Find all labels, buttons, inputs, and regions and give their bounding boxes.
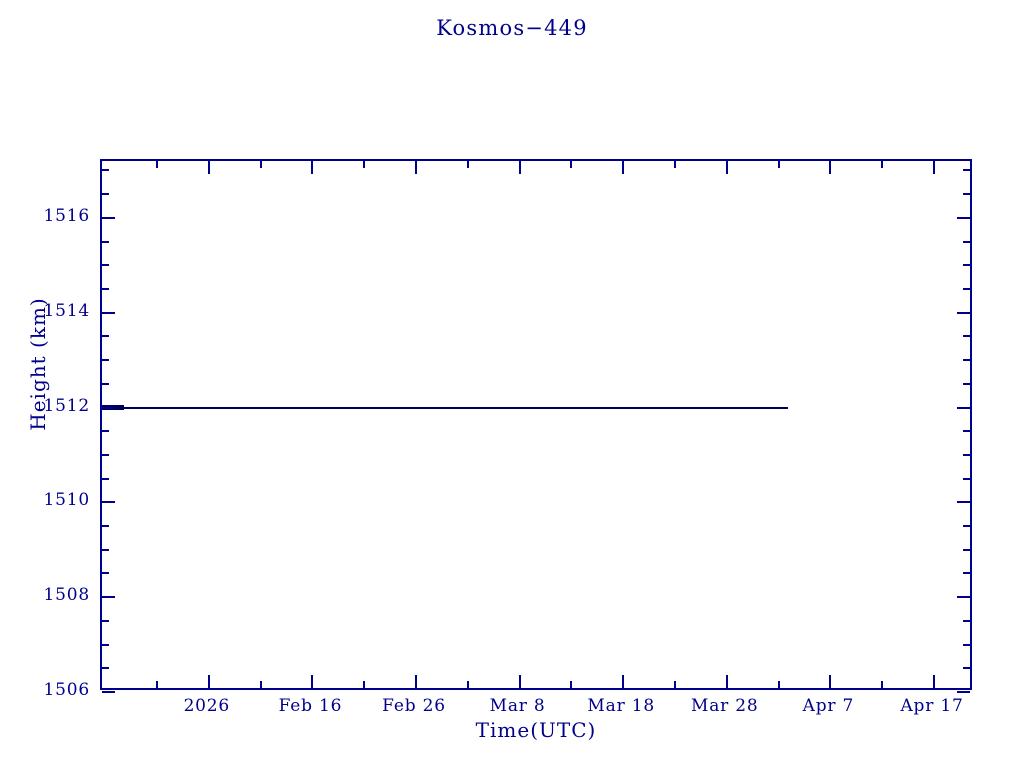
x-axis-tick-top — [829, 161, 832, 174]
y-axis-tick — [102, 525, 109, 528]
x-axis-tick — [829, 675, 832, 688]
x-axis-tick — [622, 675, 625, 688]
y-axis-tick-right — [963, 169, 970, 172]
y-axis-tick — [102, 477, 109, 480]
y-axis-tick-right — [957, 311, 970, 314]
x-axis-tick — [363, 681, 366, 688]
y-axis-tick-right — [957, 406, 970, 409]
y-axis-tick-right — [963, 643, 970, 646]
y-axis-tick — [102, 430, 109, 433]
x-axis-tick — [156, 681, 158, 688]
y-axis-tick — [102, 572, 109, 575]
data-series-line — [102, 406, 788, 409]
x-axis-tick — [466, 681, 469, 688]
x-axis-tick-label: Mar 18 — [587, 696, 655, 716]
x-axis-tick-top — [259, 161, 262, 168]
x-axis-tick — [933, 675, 935, 688]
x-axis-tick-label: Mar 28 — [691, 696, 759, 716]
x-axis-tick — [881, 681, 884, 688]
x-axis-tick-top — [933, 161, 935, 174]
x-axis-tick-label: Apr 17 — [900, 696, 964, 716]
y-axis-tick — [102, 596, 115, 599]
y-axis-tick-right — [963, 335, 970, 338]
y-axis-tick-right — [957, 501, 970, 504]
y-axis-tick — [102, 288, 109, 290]
x-axis-tick-top — [518, 161, 521, 174]
y-axis-tick — [102, 335, 109, 338]
y-axis-tick-right — [963, 667, 970, 670]
x-axis-tick-top — [156, 161, 158, 168]
y-axis-tick-right — [963, 525, 970, 528]
x-axis-tick — [777, 681, 780, 688]
x-axis-tick-top — [881, 161, 884, 168]
x-axis-tick-label: 2026 — [183, 696, 231, 716]
y-axis-tick-right — [963, 430, 970, 433]
x-axis-tick — [674, 681, 676, 688]
y-axis-tick-right — [963, 288, 970, 290]
x-axis-tick — [518, 675, 521, 688]
x-axis-tick-top — [466, 161, 469, 168]
x-axis-tick-top — [622, 161, 625, 174]
x-axis-tick — [570, 681, 573, 688]
y-axis-tick-right — [963, 240, 970, 243]
y-axis-tick-right — [963, 477, 970, 480]
x-axis-tick-label: Apr 7 — [802, 696, 855, 716]
x-axis-tick — [259, 681, 262, 688]
y-axis-title: Height (km) — [26, 297, 50, 431]
plot-frame — [100, 159, 972, 693]
y-axis-tick-right — [963, 453, 970, 456]
y-axis-tick-label: 1510 — [43, 490, 90, 511]
x-axis-title: Time(UTC) — [475, 718, 597, 742]
chart-title: Kosmos−449 — [436, 16, 588, 40]
x-axis-tick-top — [415, 161, 417, 174]
x-axis-tick — [415, 675, 417, 688]
y-axis-tick — [102, 406, 115, 409]
y-axis-tick-right — [963, 548, 970, 551]
y-axis-tick-right — [957, 216, 970, 219]
y-axis-tick — [102, 643, 109, 646]
x-axis-tick-label: Mar 8 — [489, 696, 546, 716]
y-axis-tick — [102, 169, 109, 172]
x-axis-tick-top — [674, 161, 676, 168]
y-axis-tick — [102, 359, 109, 362]
y-axis-tick — [102, 453, 109, 456]
y-axis-tick-right — [963, 264, 970, 267]
x-axis-tick-top — [725, 161, 728, 174]
y-axis-tick — [102, 240, 109, 243]
y-axis-tick — [102, 193, 109, 196]
y-axis-tick — [102, 216, 115, 219]
y-axis-tick — [102, 501, 115, 504]
y-axis-tick-right — [957, 691, 970, 693]
y-axis-tick-label: 1516 — [43, 205, 90, 226]
y-axis-tick-right — [963, 382, 970, 385]
y-axis-tick-right — [963, 572, 970, 575]
y-axis-tick-label: 1514 — [43, 300, 90, 321]
y-axis-tick — [102, 548, 109, 551]
y-axis-tick — [102, 311, 115, 314]
y-axis-tick-label: 1512 — [43, 395, 90, 416]
x-axis-tick-top — [363, 161, 366, 168]
y-axis-tick — [102, 264, 109, 267]
y-axis-tick-right — [963, 619, 970, 622]
y-axis-tick — [102, 382, 109, 385]
y-axis-tick-right — [963, 359, 970, 362]
x-axis-tick — [207, 675, 210, 688]
y-axis-tick — [102, 619, 109, 622]
y-axis-tick — [102, 691, 115, 693]
y-axis-tick-label: 1506 — [43, 680, 90, 700]
y-axis-tick-label: 1508 — [43, 585, 90, 606]
x-axis-tick — [311, 675, 314, 688]
x-axis-tick-label: Feb 26 — [382, 696, 446, 716]
y-axis-tick-right — [963, 193, 970, 196]
x-axis-tick-top — [207, 161, 210, 174]
x-axis-tick-top — [570, 161, 573, 168]
x-axis-tick — [725, 675, 728, 688]
x-axis-tick-top — [777, 161, 780, 168]
x-axis-tick-label: Feb 16 — [278, 696, 343, 716]
x-axis-tick-top — [311, 161, 314, 174]
plot-area — [102, 161, 970, 688]
y-axis-tick — [102, 667, 109, 670]
y-axis-tick-right — [957, 596, 970, 599]
